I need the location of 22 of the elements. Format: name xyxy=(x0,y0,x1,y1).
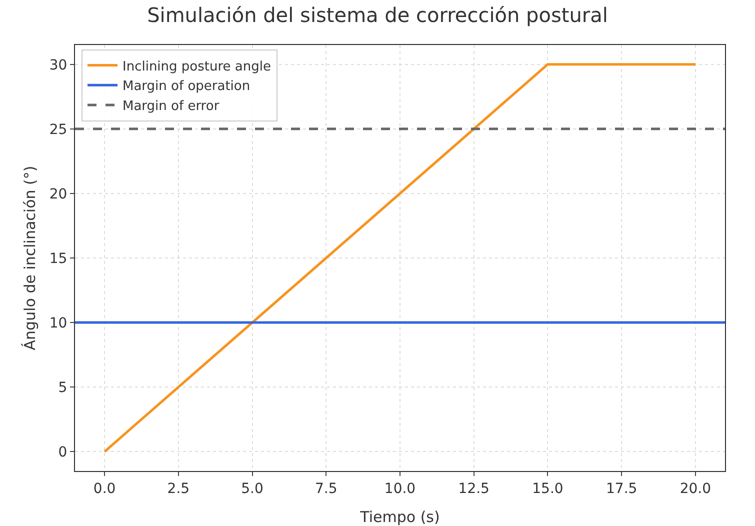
y-tick-label: 0 xyxy=(58,444,68,461)
y-axis-title: Ángulo de inclinación (°) xyxy=(21,166,39,350)
x-tick-label: 12.5 xyxy=(458,480,490,497)
x-tick-label: 10.0 xyxy=(384,480,416,497)
legend-label: Margin of error xyxy=(122,99,220,114)
y-tick-label: 25 xyxy=(49,122,68,138)
chart-title: Simulación del sistema de corrección postural xyxy=(147,2,608,27)
y-tick-label: 30 xyxy=(49,57,68,74)
y-tick-label: 15 xyxy=(49,250,68,267)
x-tick-label: 20.0 xyxy=(680,480,712,497)
x-axis-title: Tiempo (s) xyxy=(359,508,440,526)
x-tick-label: 2.5 xyxy=(167,480,190,497)
y-tick-label: 5 xyxy=(58,380,68,396)
x-tick-label: 0.0 xyxy=(93,480,116,497)
x-tick-label: 15.0 xyxy=(532,480,564,497)
legend-label: Margin of operation xyxy=(122,79,250,94)
x-tick-label: 17.5 xyxy=(606,480,638,497)
x-tick-label: 7.5 xyxy=(315,480,338,497)
y-tick-label: 10 xyxy=(49,315,68,332)
legend-label: Inclining posture angle xyxy=(122,59,271,74)
y-tick-label: 20 xyxy=(49,186,68,202)
x-tick-label: 5.0 xyxy=(241,480,264,497)
